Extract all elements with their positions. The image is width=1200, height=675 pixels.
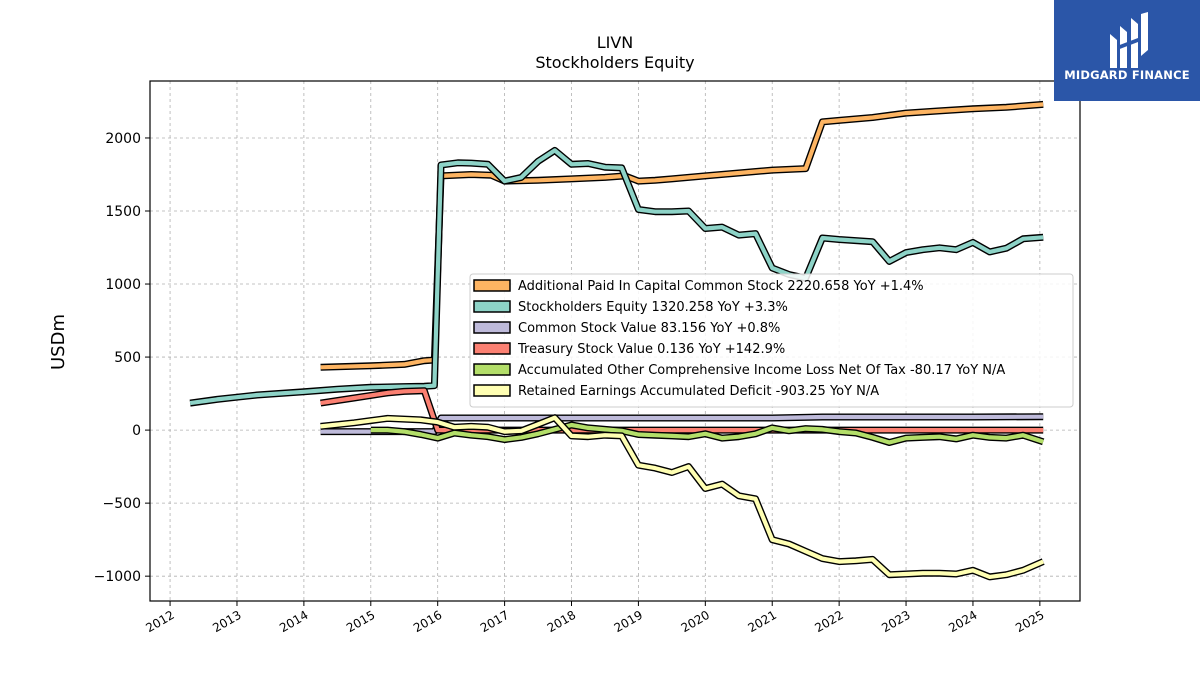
x-tick-label: 2021 — [746, 608, 779, 635]
x-tick-label: 2017 — [478, 608, 511, 635]
x-tick-label: 2014 — [277, 608, 310, 635]
y-tick-label: 0 — [132, 423, 141, 439]
plot-frame — [149, 80, 1081, 602]
chart-subtitle: Stockholders Equity — [535, 53, 694, 72]
legend-label-2: Common Stock Value 83.156 YoY +0.8% — [518, 321, 780, 336]
y-tick-label: −1000 — [94, 569, 141, 585]
legend-label-1: Stockholders Equity 1320.258 YoY +3.3% — [518, 300, 788, 315]
x-tick-label: 2020 — [679, 608, 712, 635]
legend-swatch-2 — [473, 321, 511, 334]
x-tick-label: 2023 — [879, 608, 912, 635]
x-tick-label: 2022 — [812, 608, 845, 635]
series-line-1 — [189, 148, 1044, 406]
legend-swatch-4 — [473, 363, 511, 376]
legend-swatch-3 — [473, 342, 511, 355]
y-tick-label: 1500 — [105, 204, 141, 220]
x-tick-label: 2013 — [210, 608, 243, 635]
legend: Additional Paid In Capital Common Stock … — [469, 273, 1074, 408]
y-axis-label: USDm — [48, 314, 69, 370]
x-tick-label: 2018 — [545, 608, 578, 635]
legend-label-4: Accumulated Other Comprehensive Income L… — [518, 363, 1005, 378]
series-line-3 — [320, 388, 1044, 433]
legend-label-5: Retained Earnings Accumulated Deficit -9… — [518, 384, 879, 399]
legend-label-0: Additional Paid In Capital Common Stock … — [518, 279, 924, 294]
legend-box — [469, 273, 1074, 408]
x-tick-label: 2025 — [1013, 608, 1046, 635]
legend-swatch-0 — [473, 279, 511, 292]
x-tick-label: 2024 — [946, 608, 979, 635]
x-tick-label: 2019 — [612, 608, 645, 635]
axes — [149, 80, 1081, 602]
legend-label-3: Treasury Stock Value 0.136 YoY +142.9% — [517, 342, 785, 357]
y-tick-label: 500 — [114, 350, 141, 366]
x-tick-label: 2016 — [411, 608, 444, 635]
midgard-logo-icon — [1110, 12, 1148, 68]
y-tick-label: 2000 — [105, 131, 141, 147]
series-lines — [189, 100, 1045, 581]
legend-swatch-1 — [473, 300, 511, 313]
series-outline-5 — [320, 414, 1045, 581]
brand-logo: MIDGARD FINANCE — [1054, 0, 1200, 101]
series-line-5 — [320, 415, 1045, 579]
brand-name: MIDGARD FINANCE — [1064, 68, 1190, 82]
legend-swatch-5 — [473, 384, 511, 397]
x-tick-label: 2012 — [143, 608, 176, 635]
chart-title: LIVN — [597, 33, 634, 52]
x-tick-label: 2015 — [344, 608, 377, 635]
y-tick-label: 1000 — [105, 277, 141, 293]
y-axis-ticks: −1000 −500 0 500 1000 1500 2000 — [94, 131, 150, 585]
y-tick-label: −500 — [103, 496, 141, 512]
series-line-4 — [370, 422, 1044, 445]
x-axis-ticks: 2012 2013 2014 2015 2016 2017 2018 2019 2020 2021… — [143, 601, 1047, 635]
